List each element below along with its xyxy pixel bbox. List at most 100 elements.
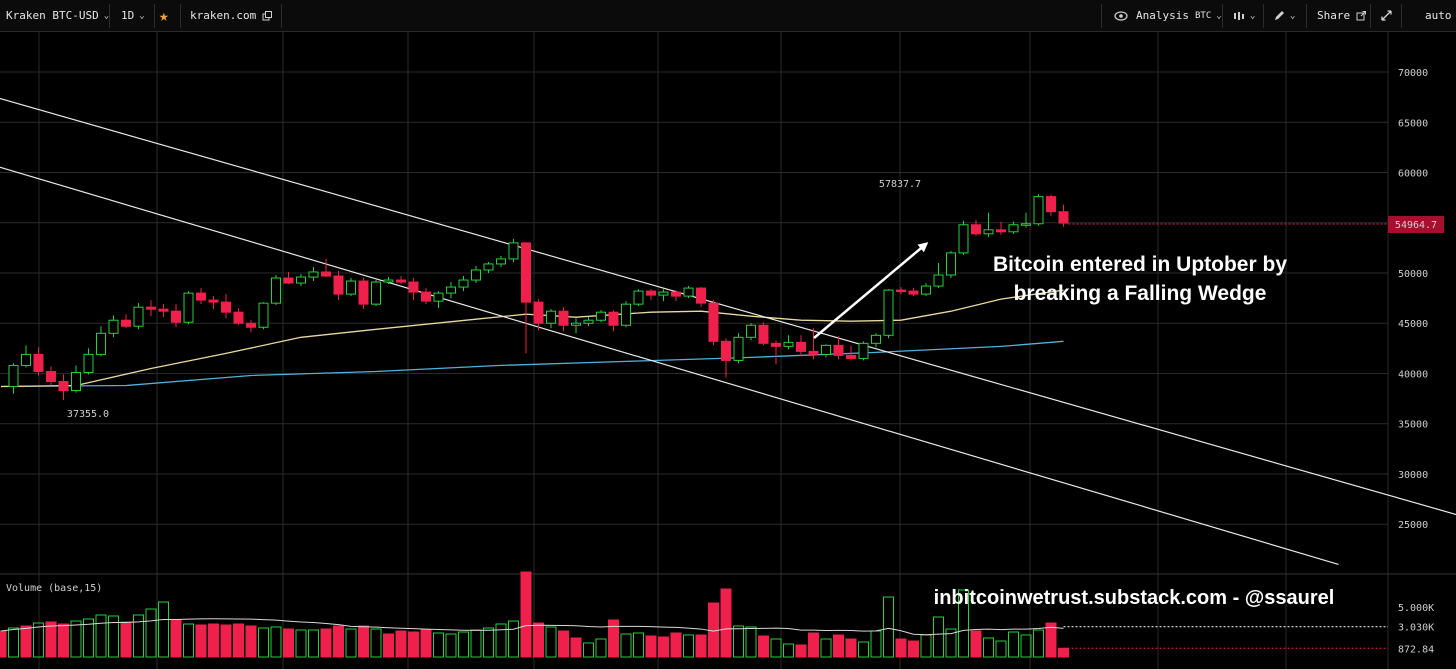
drawing-tools-menu[interactable]: ⌄ [1274, 0, 1295, 31]
annotation-line-2: breaking a Falling Wedge [1014, 282, 1267, 305]
candle-body [1058, 211, 1069, 224]
volume-bar [233, 623, 244, 658]
volume-axis: 5.000K 3.030K 872.84 [1398, 603, 1434, 655]
candle-body [246, 322, 256, 328]
toolbar-divider [1263, 4, 1264, 28]
volume-bar [845, 638, 857, 658]
volume-bar [1058, 647, 1069, 658]
volume-bar [45, 621, 57, 658]
price-tick-label: 65000 [1398, 118, 1428, 129]
candle-body [221, 301, 231, 313]
price-tick-label: 45000 [1398, 319, 1428, 330]
volume-bar [658, 636, 669, 658]
share-label: Share [1317, 9, 1351, 22]
share-button[interactable]: Share [1317, 0, 1367, 31]
candle-body [783, 341, 794, 347]
toolbar-divider [281, 4, 282, 28]
candle-body [46, 370, 56, 383]
eye-icon [1114, 10, 1128, 21]
candle-body [358, 280, 369, 305]
volume-bar [933, 616, 944, 658]
volume-bar [1020, 634, 1032, 658]
price-chart[interactable]: 7000065000600005500050000450004000035000… [0, 32, 1456, 669]
favorite-button[interactable]: ★ [159, 0, 169, 31]
moving-averages [0, 289, 1064, 388]
annotation-line-1: Bitcoin entered in Uptober by [993, 253, 1287, 276]
volume-bar [920, 634, 932, 658]
volume-bar [758, 635, 769, 658]
analysis-symbol: BTC [1194, 10, 1212, 21]
volume-bar [508, 620, 519, 658]
volume-bar [370, 628, 382, 658]
candle-body [583, 319, 594, 324]
candle-body [233, 311, 244, 324]
candle-body [433, 292, 444, 302]
volume-bar [383, 633, 394, 658]
volume-bar [345, 628, 357, 658]
analysis-menu[interactable]: Analysis BTC ⌄ [1114, 0, 1222, 31]
candle-body [896, 289, 906, 293]
candle-body [508, 242, 519, 260]
low-price-label: 37355.0 [67, 409, 109, 420]
volume-panel-title: Volume (base,15) [6, 583, 102, 594]
candle-body [1033, 196, 1044, 225]
candle-body [758, 324, 769, 344]
candle-body [258, 302, 269, 328]
chevron-down-icon: ⌄ [139, 10, 145, 21]
external-link-icon [262, 10, 273, 20]
candle-body [733, 336, 744, 361]
candle-body [1008, 224, 1019, 233]
chevron-down-icon: ⌄ [1216, 10, 1222, 21]
source-link[interactable]: kraken.com [190, 0, 273, 31]
candle-body [371, 281, 381, 305]
chart-type-menu[interactable]: ⌄ [1233, 0, 1255, 31]
volume-bar [520, 571, 532, 658]
candle-body [408, 281, 419, 293]
symbol-selector[interactable]: Kraken BTC-USD ⌄ [6, 0, 109, 31]
scale-mode-button[interactable]: auto [1425, 0, 1452, 31]
volume-bar [270, 626, 282, 658]
volume-bar [220, 624, 232, 658]
volume-bar [495, 623, 507, 658]
candle-body [646, 290, 656, 296]
volume-average-line [0, 618, 1064, 636]
candle-body [921, 285, 931, 295]
candle-body [708, 302, 719, 342]
volume-bar [8, 627, 19, 658]
volume-bar [670, 632, 682, 658]
volume-bar [808, 632, 819, 658]
chevron-down-icon: ⌄ [1250, 10, 1256, 21]
symbol-label: Kraken BTC-USD [6, 9, 99, 22]
volume-bar [958, 589, 969, 658]
fullscreen-button[interactable] [1381, 0, 1392, 31]
candle-body [71, 371, 81, 392]
external-link-icon [1356, 10, 1367, 20]
volume-bar [108, 615, 119, 658]
breakout-arrow [813, 242, 929, 339]
slow-moving-average [0, 340, 1064, 388]
candle-body [546, 310, 556, 324]
candle-body [1021, 223, 1031, 226]
candle-body [271, 277, 281, 304]
volume-tick-label: 5.000K [1398, 603, 1434, 614]
volume-bar [295, 629, 307, 658]
volume-bar [970, 630, 982, 658]
candle-body [321, 271, 331, 277]
last-price-value: 54964.7 [1395, 220, 1437, 231]
analysis-label: Analysis [1136, 9, 1189, 22]
interval-selector[interactable]: 1D ⌄ [121, 0, 145, 31]
candle-body [108, 319, 119, 334]
volume-bar [245, 625, 257, 658]
volume-bar [283, 628, 294, 658]
price-tick-label: 35000 [1398, 420, 1428, 431]
chart-toolbar: Kraken BTC-USD ⌄ 1D ⌄ ★ kraken.com Analysi… [0, 0, 1456, 32]
toolbar-divider [1101, 4, 1102, 28]
candle-body [521, 242, 531, 303]
candle-body [983, 229, 994, 235]
volume-bar [595, 638, 607, 658]
candle-body [396, 279, 406, 283]
volume-bar [620, 633, 632, 658]
volume-bar [883, 596, 894, 658]
volume-bar [558, 630, 569, 658]
trendline [0, 166, 1339, 565]
